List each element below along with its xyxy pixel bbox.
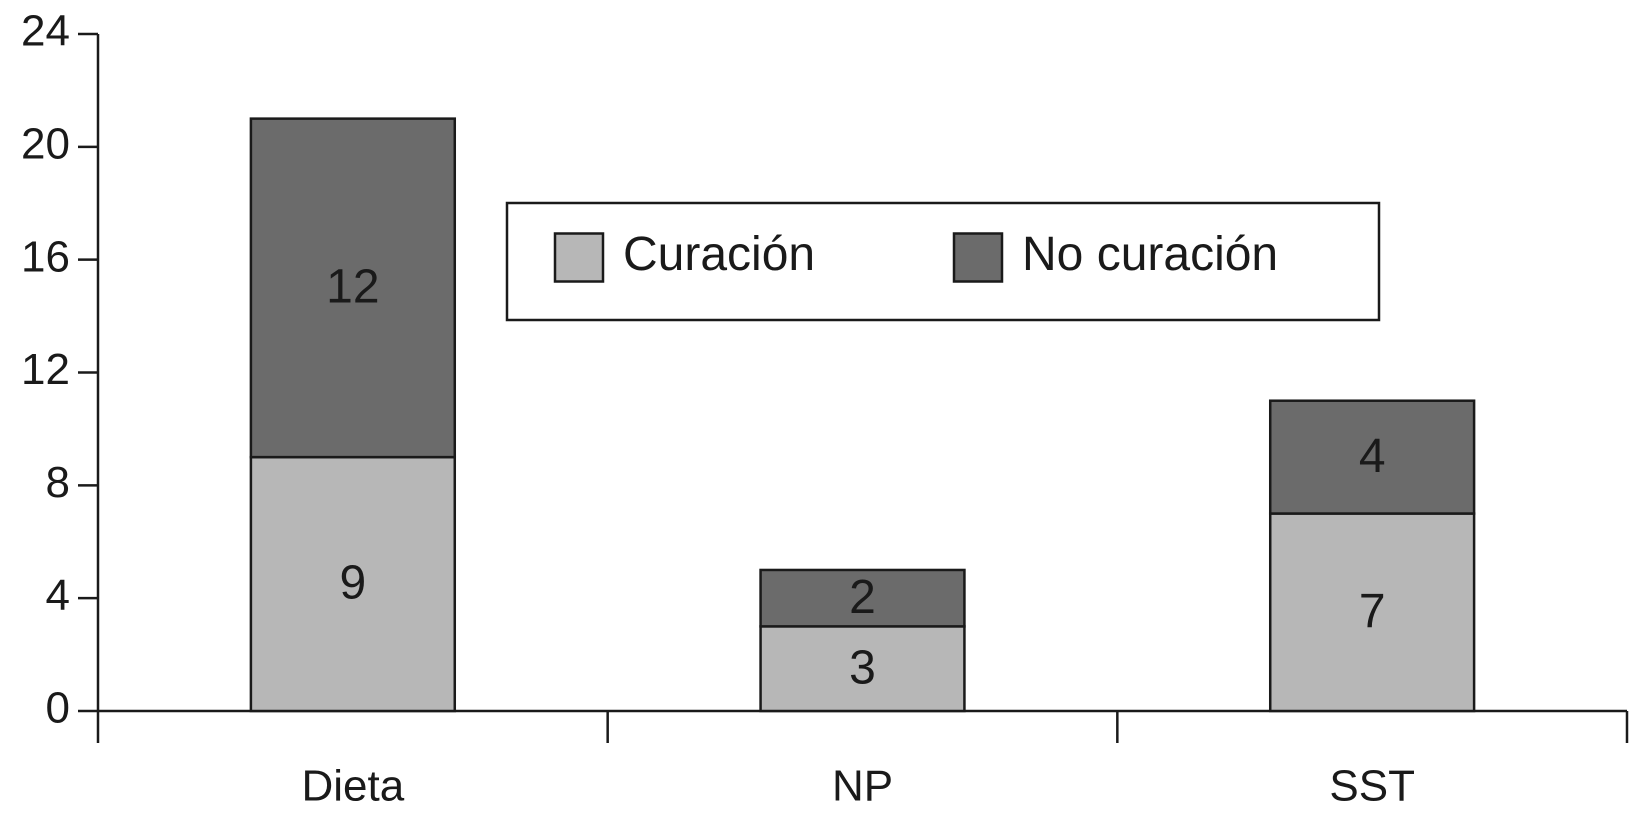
bar-segment xyxy=(1268,512,1476,713)
y-tick-label: 24 xyxy=(21,7,70,56)
x-tick-label: SST xyxy=(1329,762,1415,811)
data-label: 7 xyxy=(1359,585,1386,638)
y-tick-label: 0 xyxy=(46,684,70,733)
y-tick-label: 12 xyxy=(21,345,70,394)
bar-segment xyxy=(759,625,966,713)
y-tick-label: 16 xyxy=(21,232,70,281)
bar-segment xyxy=(1268,399,1476,515)
legend-label: No curación xyxy=(1022,228,1278,281)
legend-label: Curación xyxy=(623,228,815,281)
legend-box xyxy=(505,201,1381,322)
data-label: 12 xyxy=(326,261,379,314)
x-tick-label: Dieta xyxy=(301,762,404,811)
x-tick-label: NP xyxy=(832,762,893,811)
y-tick-label: 20 xyxy=(21,119,70,168)
legend-swatch xyxy=(952,232,1004,283)
y-tick-label: 8 xyxy=(46,458,70,507)
data-label: 3 xyxy=(849,641,876,694)
data-label: 9 xyxy=(339,557,366,610)
data-label: 4 xyxy=(1359,430,1386,483)
data-label: 2 xyxy=(849,571,876,624)
y-tick-label: 4 xyxy=(46,571,70,620)
bar-segment xyxy=(249,455,457,713)
bar-segment xyxy=(249,117,457,459)
legend-swatch xyxy=(553,232,605,283)
bar-segment xyxy=(759,568,966,628)
